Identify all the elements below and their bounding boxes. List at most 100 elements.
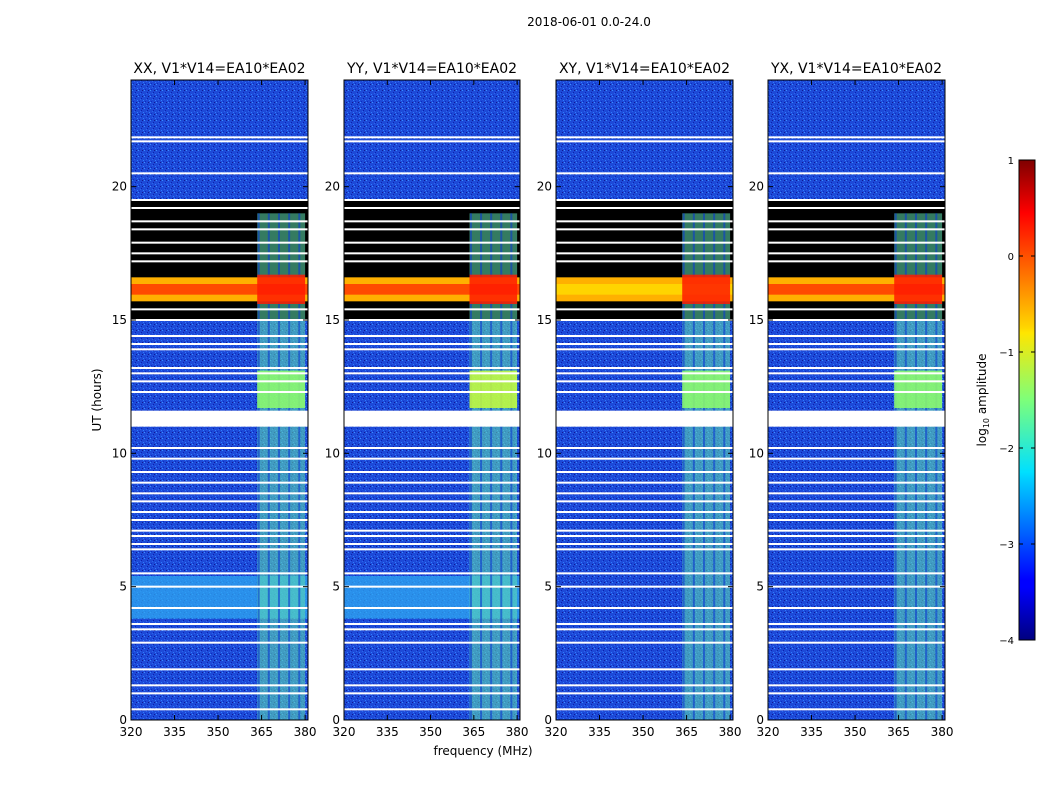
- channel-gap-1: [480, 213, 483, 720]
- heatmap-image: [556, 80, 733, 720]
- flagged-line-6: [131, 623, 308, 625]
- flagged-line-24: [556, 372, 733, 375]
- flagged-line-7: [344, 607, 520, 609]
- rfi-bright-block: [257, 370, 306, 408]
- flagged-line-2: [768, 684, 945, 687]
- flagged-line-3: [768, 668, 945, 671]
- flagged-line-25: [344, 367, 520, 369]
- x-tick-label: 380: [931, 725, 954, 739]
- flagged-line-18: [131, 481, 308, 484]
- heatmap-image: [131, 80, 308, 720]
- flagged-line-2: [556, 684, 733, 687]
- y-tick-label: 0: [756, 713, 764, 727]
- flagged-line-5: [768, 628, 945, 631]
- flagged-line-28: [556, 335, 733, 337]
- flagged-line-35: [556, 220, 733, 223]
- y-tick-label: 20: [537, 180, 552, 194]
- flagged-line-32: [344, 252, 520, 255]
- channel-gap-0: [894, 213, 897, 720]
- flagged-line-16: [556, 500, 733, 503]
- flagged-gap: [131, 410, 308, 427]
- y-tick-label: 15: [325, 313, 340, 327]
- flagged-line-23: [131, 380, 308, 383]
- x-tick-label: 335: [163, 725, 186, 739]
- x-tick-label: 350: [632, 725, 655, 739]
- flagged-line-18: [556, 481, 733, 484]
- flagged-line-17: [344, 492, 520, 495]
- flagged-line-10: [131, 548, 308, 551]
- channel-gap-2: [914, 213, 917, 720]
- flagged-line-27: [344, 343, 520, 345]
- y-tick-label: 10: [749, 446, 764, 460]
- flagged-line-12: [768, 535, 945, 537]
- rfi-bright-block: [682, 370, 731, 408]
- flagged-line-15: [556, 511, 733, 513]
- flagged-line-11: [131, 543, 308, 545]
- plot-frame: [343, 79, 521, 721]
- channel-gap-0: [469, 213, 472, 720]
- flagged-line-33: [344, 241, 520, 244]
- flagged-line-26: [344, 348, 520, 351]
- channel-gap-3: [500, 213, 503, 720]
- plot-frame: [130, 79, 309, 721]
- flagged-line-21: [131, 447, 308, 449]
- flagged-line-39: [344, 140, 520, 143]
- y-tick-label: 5: [332, 580, 340, 594]
- flagged-line-24: [768, 372, 945, 375]
- flagged-line-9: [768, 572, 945, 575]
- flagged-line-22: [131, 391, 308, 393]
- channel-gap-4: [510, 213, 513, 720]
- figure-suptitle: 2018-06-01 0.0-24.0: [527, 15, 651, 29]
- flagged-line-27: [131, 343, 308, 345]
- flagged-line-20: [556, 457, 733, 460]
- x-tick-label: 380: [719, 725, 742, 739]
- flagged-line-31: [344, 260, 520, 263]
- flagged-line-18: [768, 481, 945, 484]
- channel-gap-3: [288, 213, 291, 720]
- panel-title: YX, V1*V14=EA10*EA02: [770, 61, 942, 77]
- flagged-line-35: [768, 220, 945, 223]
- channel-gap-2: [490, 213, 493, 720]
- hot-band-rfi: [682, 274, 731, 304]
- flagged-line-16: [768, 500, 945, 503]
- flagged-line-22: [344, 391, 520, 393]
- flagged-gap: [556, 410, 733, 427]
- flagged-line-0: [556, 708, 733, 711]
- flagged-line-35: [131, 220, 308, 223]
- flagged-line-1: [768, 692, 945, 695]
- flagged-line-11: [556, 543, 733, 545]
- channel-gap-1: [267, 213, 270, 720]
- flagged-line-40: [344, 136, 520, 139]
- flagged-line-5: [344, 628, 520, 631]
- flagged-line-21: [344, 447, 520, 449]
- hot-band-core: [556, 284, 733, 295]
- flagged-line-8: [556, 585, 733, 588]
- flagged-line-8: [768, 585, 945, 588]
- y-tick-label: 10: [112, 446, 127, 460]
- flagged-line-38: [768, 172, 945, 175]
- flagged-line-12: [556, 535, 733, 537]
- flagged-line-13: [768, 529, 945, 532]
- x-tick-label: 335: [376, 725, 399, 739]
- colorbar-tick-label: −1: [999, 348, 1014, 359]
- heatmap-image: [768, 80, 945, 720]
- panel-2: XY, V1*V14=EA10*EA02 320 335 350 365 380 0 5 10 1…: [537, 61, 742, 739]
- y-tick-label: 15: [749, 313, 764, 327]
- flagged-line-15: [768, 511, 945, 513]
- y-tick-label: 10: [537, 446, 552, 460]
- x-tick-label: 350: [844, 725, 867, 739]
- hot-band-rfi: [257, 274, 306, 304]
- flagged-line-36: [344, 207, 520, 209]
- y-tick-label: 5: [756, 580, 764, 594]
- channel-gap-1: [904, 213, 907, 720]
- flagged-line-20: [768, 457, 945, 460]
- flagged-line-15: [344, 511, 520, 513]
- flagged-line-14: [556, 519, 733, 521]
- flagged-line-23: [344, 380, 520, 383]
- flagged-line-39: [131, 140, 308, 143]
- x-tick-label: 365: [675, 725, 698, 739]
- flagged-line-22: [768, 391, 945, 393]
- flagged-line-7: [768, 607, 945, 609]
- flagged-line-36: [131, 207, 308, 209]
